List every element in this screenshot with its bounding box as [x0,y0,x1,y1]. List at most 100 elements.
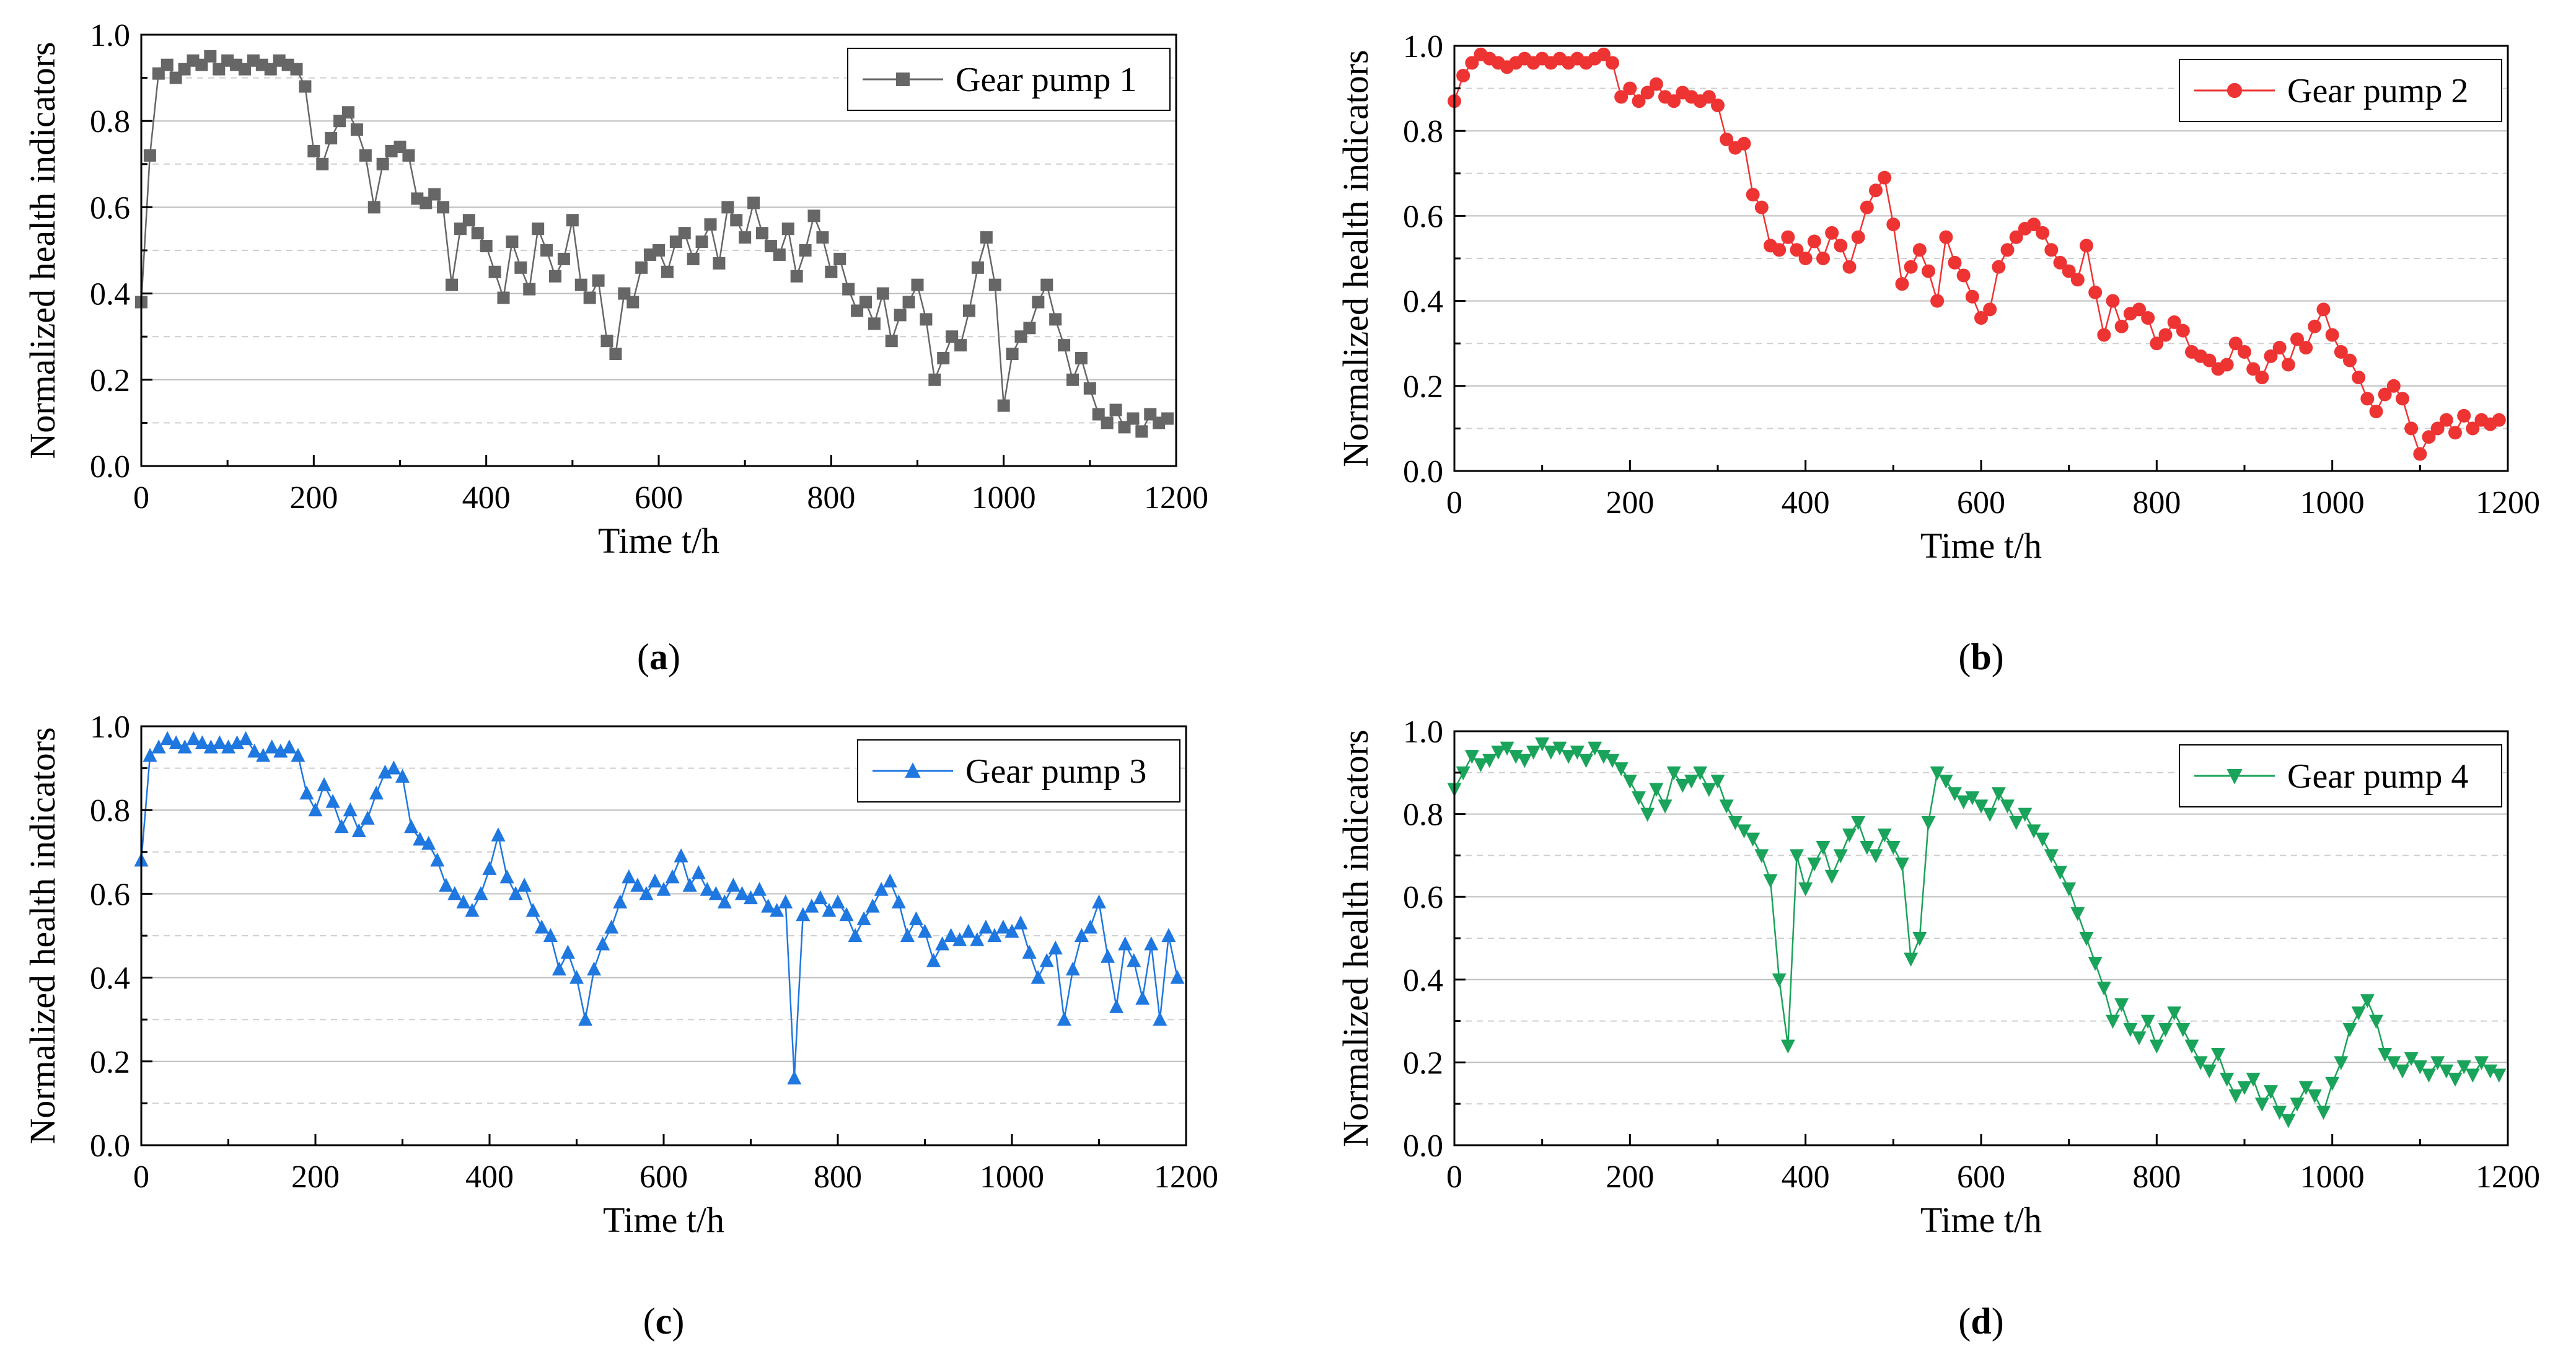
data-point-b-66 [2027,218,2041,232]
y-tick-label-a-0: 0.0 [90,449,130,485]
legend-marker-b [2227,82,2243,99]
data-point-c-89 [908,911,923,925]
data-point-d-94 [2272,1106,2287,1120]
data-point-b-101 [2334,345,2348,359]
data-point-c-90 [918,923,932,938]
data-point-c-91 [926,953,941,967]
data-point-c-103 [1031,970,1045,984]
series-plot-a [135,50,1174,438]
panel-tag-a: (a) [637,636,680,677]
data-point-d-52 [1904,952,1919,967]
data-point-d-81 [2158,1023,2173,1037]
data-point-c-115 [1135,990,1150,1005]
data-point-a-107 [1058,339,1071,352]
x-axis-label-a: Time t/h [598,521,719,561]
x-axis-label-d: Time t/h [1920,1200,2042,1240]
data-point-c-53 [596,936,610,951]
data-point-b-53 [1912,243,1927,257]
data-point-a-47 [540,244,553,257]
data-point-d-73 [2088,957,2103,971]
legend-marker-shape-c [905,762,921,778]
y-axis-label-d: Normalized health indicators [1335,729,1376,1146]
data-point-c-116 [1144,936,1159,951]
data-point-d-43 [1824,869,1839,884]
legend-marker-c [905,762,921,778]
data-point-a-58 [635,261,648,274]
y-tick-label-a-2: 0.4 [90,277,130,312]
data-point-b-39 [1790,243,1804,257]
y-axis-label-a: Normalized health indicators [22,42,63,459]
data-point-b-102 [2343,353,2357,367]
data-point-d-50 [1886,841,1901,855]
data-point-c-18 [291,747,306,762]
data-point-c-87 [891,894,906,908]
data-point-c-82 [848,928,863,942]
data-point-d-114 [2448,1073,2463,1087]
data-point-b-17 [1596,47,1611,61]
data-point-d-56 [1938,775,1953,789]
data-point-c-56 [622,869,636,884]
data-point-b-96 [2290,332,2304,346]
data-point-c-22 [325,794,340,808]
data-point-d-74 [2096,982,2111,996]
data-point-a-82 [842,283,855,296]
data-point-a-75 [781,222,794,235]
data-point-a-113 [1109,403,1122,416]
data-point-a-90 [911,278,924,291]
data-point-c-27 [369,785,384,800]
data-point-d-25 [1666,766,1681,781]
data-point-c-60 [656,882,671,896]
y-tick-label-c-4: 0.8 [90,793,130,829]
data-point-b-67 [2036,226,2050,240]
panel-tag-close-b: ) [1992,636,2004,677]
data-point-b-56 [1939,230,1953,244]
data-point-b-18 [1606,56,1619,70]
data-point-a-26 [359,149,372,162]
data-point-a-61 [661,265,674,278]
data-point-b-98 [2308,319,2322,333]
legend-label-a: Gear pump 1 [956,61,1136,99]
x-tick-label-b-3: 600 [1957,485,2005,521]
data-point-c-4 [169,735,183,750]
data-point-b-38 [1781,230,1795,244]
data-point-a-116 [1135,425,1148,438]
data-point-d-117 [2474,1056,2489,1070]
data-point-d-38 [1780,1039,1795,1054]
data-point-c-54 [604,919,619,934]
data-point-c-38 [465,902,480,917]
data-point-d-85 [2193,1056,2208,1070]
data-point-b-48 [1869,183,1883,198]
data-point-b-86 [2202,353,2217,367]
data-point-c-104 [1039,953,1054,967]
data-point-d-37 [1772,973,1787,988]
data-point-c-101 [1013,915,1028,930]
data-point-c-81 [839,907,854,921]
data-point-c-118 [1161,928,1176,942]
data-point-a-71 [747,196,760,209]
data-point-b-50 [1886,218,1901,232]
data-point-b-23 [1649,77,1663,91]
data-point-d-49 [1877,829,1892,843]
data-point-d-79 [2140,1014,2155,1029]
data-point-c-41 [491,827,506,842]
data-point-d-68 [2044,849,2059,863]
data-point-d-82 [2167,1006,2182,1021]
data-point-c-73 [770,902,785,917]
x-axis-label-b: Time t/h [1920,526,2042,566]
data-point-b-55 [1930,294,1945,308]
data-point-a-36 [446,278,458,291]
data-point-c-78 [813,890,828,905]
data-point-d-63 [2000,799,2015,814]
data-point-a-49 [557,252,570,265]
data-point-d-39 [1790,849,1804,863]
y-tick-label-a-4: 0.8 [90,104,130,139]
x-tick-label-a-4: 800 [807,480,855,516]
data-point-a-25 [350,123,363,136]
data-point-a-104 [1032,296,1045,309]
y-tick-label-b-3: 0.6 [1403,199,1443,234]
data-point-a-45 [523,283,536,296]
data-point-a-24 [342,106,354,119]
data-point-d-77 [2123,1023,2138,1037]
data-point-c-95 [961,923,976,938]
x-tick-label-c-6: 1200 [1154,1159,1218,1195]
